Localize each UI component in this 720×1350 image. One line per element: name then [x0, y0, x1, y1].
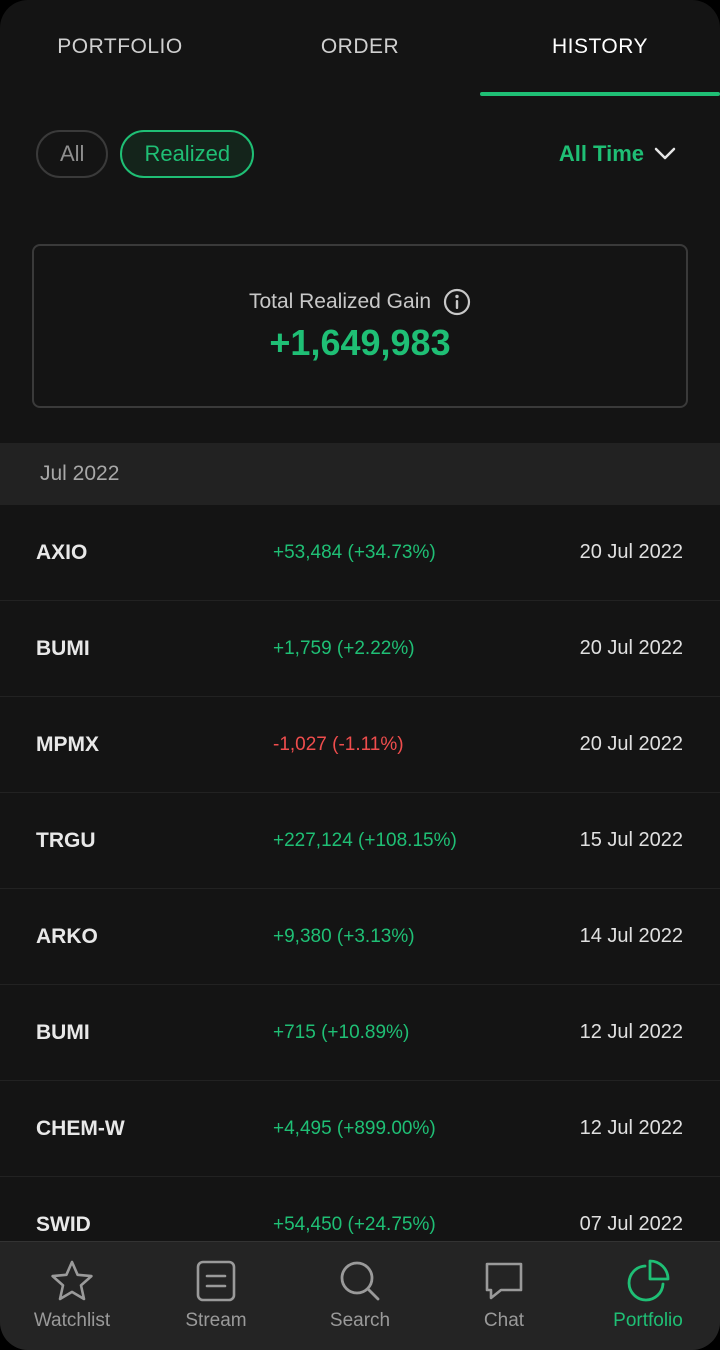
transaction-row[interactable]: MPMX -1,027 (-1.11%) 20 Jul 2022 [0, 697, 720, 793]
filter-chip-realized[interactable]: Realized [120, 130, 255, 178]
info-icon[interactable] [443, 288, 471, 316]
transaction-row[interactable]: TRGU +227,124 (+108.15%) 15 Jul 2022 [0, 793, 720, 889]
transaction-date: 12 Jul 2022 [579, 1021, 683, 1043]
nav-label-portfolio: Portfolio [613, 1310, 683, 1331]
transaction-ticker: BUMI [36, 1020, 90, 1044]
transaction-date: 14 Jul 2022 [579, 925, 683, 947]
transaction-gain: +1,759 (+2.22%) [273, 637, 415, 659]
transaction-row[interactable]: ARKO +9,380 (+3.13%) 14 Jul 2022 [0, 889, 720, 985]
transaction-date: 20 Jul 2022 [579, 637, 683, 659]
search-icon [340, 1261, 380, 1301]
star-icon [51, 1260, 93, 1301]
transaction-date: 20 Jul 2022 [579, 733, 683, 755]
nav-item-portfolio[interactable]: Portfolio [576, 1242, 720, 1350]
nav-label-search: Search [329, 1310, 391, 1331]
transaction-row[interactable]: BUMI +715 (+10.89%) 12 Jul 2022 [0, 985, 720, 1081]
total-realized-gain-card: Total Realized Gain +1,649,983 [32, 244, 688, 408]
nav-label-stream: Stream [185, 1310, 247, 1331]
summary-value: +1,649,983 [269, 322, 451, 363]
stream-icon [196, 1260, 236, 1302]
tab-portfolio[interactable]: PORTFOLIO [57, 35, 183, 58]
period-dropdown[interactable]: All Time [559, 141, 676, 167]
realized-transactions-list: AXIO +53,484 (+34.73%) 20 Jul 2022 BUMI +1,7… [0, 505, 720, 1242]
nav-label-chat: Chat [483, 1310, 525, 1331]
nav-label-watchlist: Watchlist [33, 1310, 111, 1331]
transaction-ticker: AXIO [36, 540, 88, 564]
transaction-gain: -1,027 (-1.11%) [273, 733, 404, 755]
tab-history[interactable]: HISTORY [551, 35, 649, 58]
pie-chart-icon [627, 1259, 670, 1302]
nav-item-chat[interactable]: Chat [432, 1242, 576, 1350]
nav-item-watchlist[interactable]: Watchlist [0, 1242, 144, 1350]
transaction-ticker: TRGU [36, 828, 96, 852]
transaction-gain: +9,380 (+3.13%) [273, 925, 415, 947]
transaction-row[interactable]: CHEM-W +4,495 (+899.00%) 12 Jul 2022 [0, 1081, 720, 1177]
transaction-row[interactable]: SWID +54,450 (+24.75%) 07 Jul 2022 [0, 1177, 720, 1242]
transaction-ticker: MPMX [36, 732, 99, 756]
top-tab-bar: PORTFOLIO ORDER HISTORY [0, 0, 720, 96]
transaction-ticker: SWID [36, 1212, 91, 1236]
transaction-gain: +227,124 (+108.15%) [273, 829, 457, 851]
month-section-header: Jul 2022 [0, 443, 720, 505]
transaction-ticker: CHEM-W [36, 1116, 125, 1140]
transaction-row[interactable]: BUMI +1,759 (+2.22%) 20 Jul 2022 [0, 601, 720, 697]
summary-label: Total Realized Gain [248, 290, 432, 313]
month-label: Jul 2022 [40, 462, 120, 485]
filter-chip-all[interactable]: All [36, 130, 109, 178]
nav-item-stream[interactable]: Stream [144, 1242, 288, 1350]
transaction-date: 15 Jul 2022 [579, 829, 683, 851]
transaction-date: 12 Jul 2022 [579, 1117, 683, 1139]
transaction-ticker: BUMI [36, 636, 90, 660]
tab-order[interactable]: ORDER [320, 35, 400, 58]
transaction-date: 20 Jul 2022 [579, 541, 683, 563]
active-tab-indicator [480, 92, 720, 96]
transaction-gain: +4,495 (+899.00%) [273, 1117, 436, 1139]
chat-icon [485, 1262, 523, 1300]
summary-label-row: Total Realized Gain [249, 288, 471, 316]
filter-bar: All Realized All Time [36, 128, 684, 180]
bottom-nav-bar: Watchlist Stream Search Chat [0, 1241, 720, 1350]
transaction-date: 07 Jul 2022 [579, 1213, 683, 1235]
transaction-row[interactable]: AXIO +53,484 (+34.73%) 20 Jul 2022 [0, 505, 720, 601]
transaction-ticker: ARKO [36, 924, 98, 948]
nav-item-search[interactable]: Search [288, 1242, 432, 1350]
transaction-gain: +53,484 (+34.73%) [273, 541, 436, 563]
transaction-gain: +715 (+10.89%) [273, 1021, 410, 1043]
chevron-down-icon [654, 147, 676, 160]
period-dropdown-label: All Time [558, 141, 644, 166]
transaction-gain: +54,450 (+24.75%) [273, 1213, 436, 1235]
